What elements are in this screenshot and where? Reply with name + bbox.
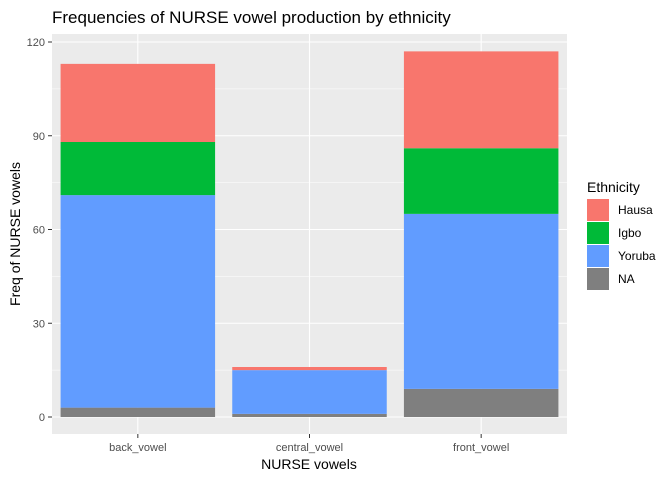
y-tick-label: 30 bbox=[33, 318, 45, 330]
y-tick-label: 0 bbox=[39, 412, 45, 424]
legend-label-hausa: Hausa bbox=[618, 203, 653, 217]
bar-central_vowel-hausa bbox=[232, 367, 387, 371]
legend-label-igbo: Igbo bbox=[618, 226, 642, 240]
legend: Ethnicity Hausa Igbo Yoruba NA bbox=[587, 179, 656, 290]
x-axis-title: NURSE vowels bbox=[261, 456, 357, 472]
x-tick-label: front_vowel bbox=[453, 442, 509, 454]
x-tick-label: back_vowel bbox=[109, 442, 166, 454]
bar-back_vowel-hausa bbox=[60, 63, 216, 142]
x-tick-label: central_vowel bbox=[276, 442, 343, 454]
y-tick-label: 120 bbox=[27, 37, 45, 49]
bar-front_vowel-igbo bbox=[403, 148, 559, 214]
bar-back_vowel-yoruba bbox=[60, 195, 216, 408]
legend-swatch-yoruba bbox=[587, 245, 609, 267]
y-tick-label: 60 bbox=[33, 225, 45, 237]
bar-central_vowel-na bbox=[232, 413, 387, 417]
legend-swatch-igbo bbox=[587, 222, 609, 244]
legend-swatch-hausa bbox=[587, 199, 609, 221]
legend-swatch-na bbox=[587, 268, 609, 290]
bar-front_vowel-yoruba bbox=[403, 213, 559, 389]
chart-title: Frequencies of NURSE vowel production by… bbox=[52, 8, 451, 27]
bars bbox=[60, 51, 559, 417]
y-axis-title: Freq of NURSE vowels bbox=[7, 162, 23, 306]
y-tick-label: 90 bbox=[33, 131, 45, 143]
legend-title: Ethnicity bbox=[587, 179, 640, 195]
bar-central_vowel-yoruba bbox=[232, 370, 387, 414]
bar-back_vowel-na bbox=[60, 407, 216, 417]
y-axis: 0 30 60 90 120 bbox=[27, 37, 52, 424]
x-axis: back_vowel central_vowel front_vowel bbox=[109, 434, 509, 454]
legend-label-yoruba: Yoruba bbox=[618, 249, 656, 263]
bar-front_vowel-hausa bbox=[403, 51, 559, 149]
legend-label-na: NA bbox=[618, 272, 635, 286]
bar-front_vowel-na bbox=[403, 388, 559, 417]
bar-back_vowel-igbo bbox=[60, 142, 216, 196]
